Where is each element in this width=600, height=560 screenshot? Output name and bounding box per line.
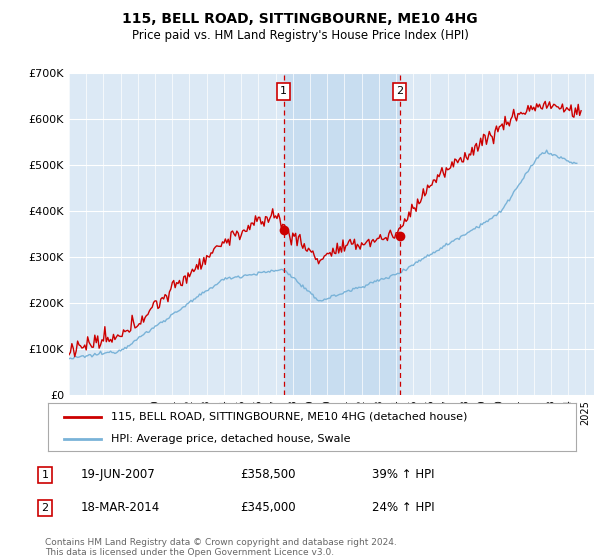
Text: 115, BELL ROAD, SITTINGBOURNE, ME10 4HG (detached house): 115, BELL ROAD, SITTINGBOURNE, ME10 4HG … bbox=[112, 412, 468, 422]
Text: 2: 2 bbox=[396, 86, 403, 96]
Text: 115, BELL ROAD, SITTINGBOURNE, ME10 4HG: 115, BELL ROAD, SITTINGBOURNE, ME10 4HG bbox=[122, 12, 478, 26]
Text: Contains HM Land Registry data © Crown copyright and database right 2024.
This d: Contains HM Land Registry data © Crown c… bbox=[45, 538, 397, 557]
Text: 1: 1 bbox=[41, 470, 49, 480]
Text: 2: 2 bbox=[41, 503, 49, 513]
Text: Price paid vs. HM Land Registry's House Price Index (HPI): Price paid vs. HM Land Registry's House … bbox=[131, 29, 469, 42]
Text: 39% ↑ HPI: 39% ↑ HPI bbox=[372, 468, 434, 482]
Text: £345,000: £345,000 bbox=[240, 501, 296, 515]
Text: £358,500: £358,500 bbox=[240, 468, 296, 482]
Text: 18-MAR-2014: 18-MAR-2014 bbox=[81, 501, 160, 515]
Bar bbox=[284, 73, 400, 395]
Text: HPI: Average price, detached house, Swale: HPI: Average price, detached house, Swal… bbox=[112, 434, 351, 444]
Text: 24% ↑ HPI: 24% ↑ HPI bbox=[372, 501, 434, 515]
Text: 1: 1 bbox=[280, 86, 287, 96]
Text: 19-JUN-2007: 19-JUN-2007 bbox=[81, 468, 156, 482]
